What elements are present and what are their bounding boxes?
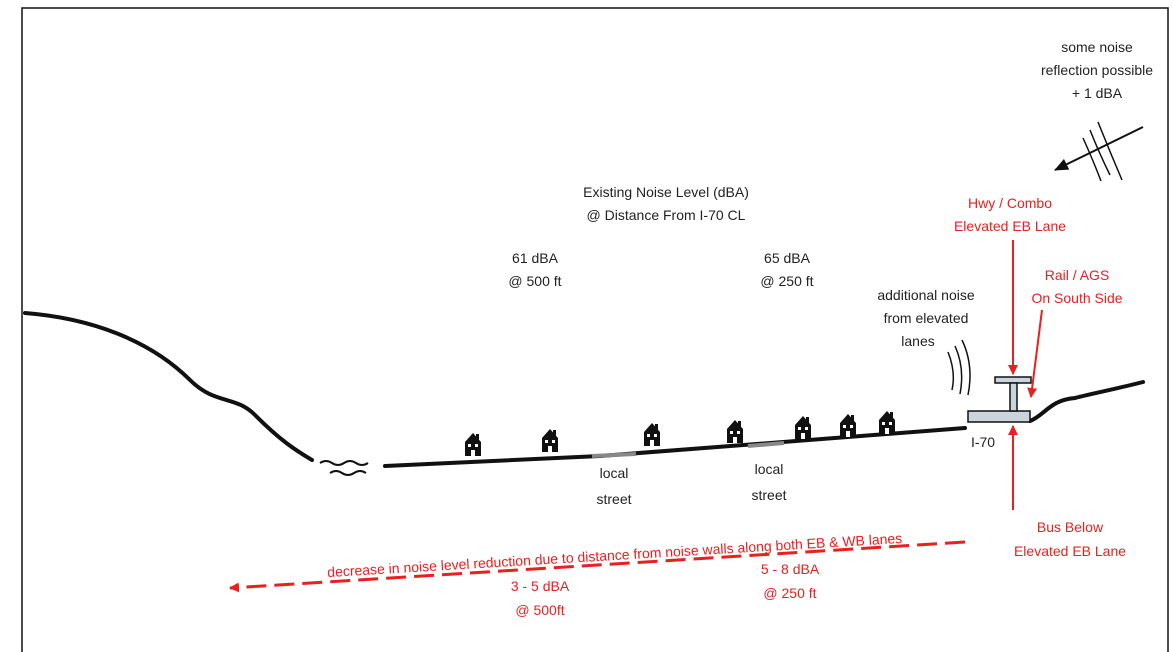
reflection-note: some noise reflection possible + 1 dBA bbox=[1041, 39, 1153, 101]
text-line: lanes bbox=[901, 333, 934, 349]
reflection-arrow bbox=[1054, 126, 1144, 171]
street-surfaces bbox=[591, 441, 785, 458]
text-line: Elevated EB Lane bbox=[954, 218, 1066, 234]
water bbox=[319, 460, 369, 476]
existing-title: Existing Noise Level (dBA) @ Distance Fro… bbox=[583, 184, 749, 223]
text-line: Bus Below bbox=[1037, 519, 1104, 535]
level-250: 65 dBA @ 250 ft bbox=[760, 250, 813, 289]
text-line: @ Distance From I-70 CL bbox=[587, 207, 746, 223]
text-line: additional noise bbox=[877, 287, 975, 303]
text-line: from elevated bbox=[884, 310, 969, 326]
reduction-500: 3 - 5 dBA @ 500ft bbox=[511, 578, 570, 618]
rail-ags: Rail / AGS On South Side bbox=[1031, 267, 1122, 306]
hwy-combo: Hwy / Combo Elevated EB Lane bbox=[954, 195, 1066, 234]
text-line: On South Side bbox=[1031, 290, 1122, 306]
text-line: + 1 dBA bbox=[1072, 85, 1123, 101]
text-line: Rail / AGS bbox=[1045, 267, 1110, 283]
text-line: Hwy / Combo bbox=[968, 195, 1052, 211]
text-line: local bbox=[755, 461, 784, 477]
level-500: 61 dBA @ 500 ft bbox=[508, 250, 561, 289]
text-line: @ 250 ft bbox=[760, 273, 813, 289]
elevated-noise: additional noise from elevated lanes bbox=[877, 287, 975, 349]
text-line: reflection possible bbox=[1041, 62, 1153, 78]
text-line: some noise bbox=[1061, 39, 1133, 55]
street-label: local street bbox=[751, 461, 786, 503]
text-line: @ 500 ft bbox=[508, 273, 561, 289]
frame bbox=[21, 7, 1169, 652]
sound-waves bbox=[947, 121, 1123, 396]
text-line: @ 500ft bbox=[515, 602, 564, 618]
text-line: 65 dBA bbox=[764, 250, 811, 266]
street-label: local street bbox=[596, 465, 631, 507]
text-line: local bbox=[600, 465, 629, 481]
text-line: Elevated EB Lane bbox=[1014, 543, 1126, 559]
text-line: 3 - 5 dBA bbox=[511, 578, 570, 594]
text-line: Existing Noise Level (dBA) bbox=[583, 184, 749, 200]
text-line: street bbox=[751, 487, 786, 503]
reduction-250: 5 - 8 dBA @ 250 ft bbox=[761, 561, 820, 601]
red-arrows bbox=[229, 240, 1043, 593]
text-line: 5 - 8 dBA bbox=[761, 561, 820, 577]
bus-below: Bus Below Elevated EB Lane bbox=[1014, 519, 1126, 559]
highway-label: I-70 bbox=[971, 434, 995, 450]
text-line: 61 dBA bbox=[512, 250, 559, 266]
text-line: @ 250 ft bbox=[763, 585, 816, 601]
text-line: street bbox=[596, 491, 631, 507]
elevated-structure bbox=[967, 376, 1032, 423]
